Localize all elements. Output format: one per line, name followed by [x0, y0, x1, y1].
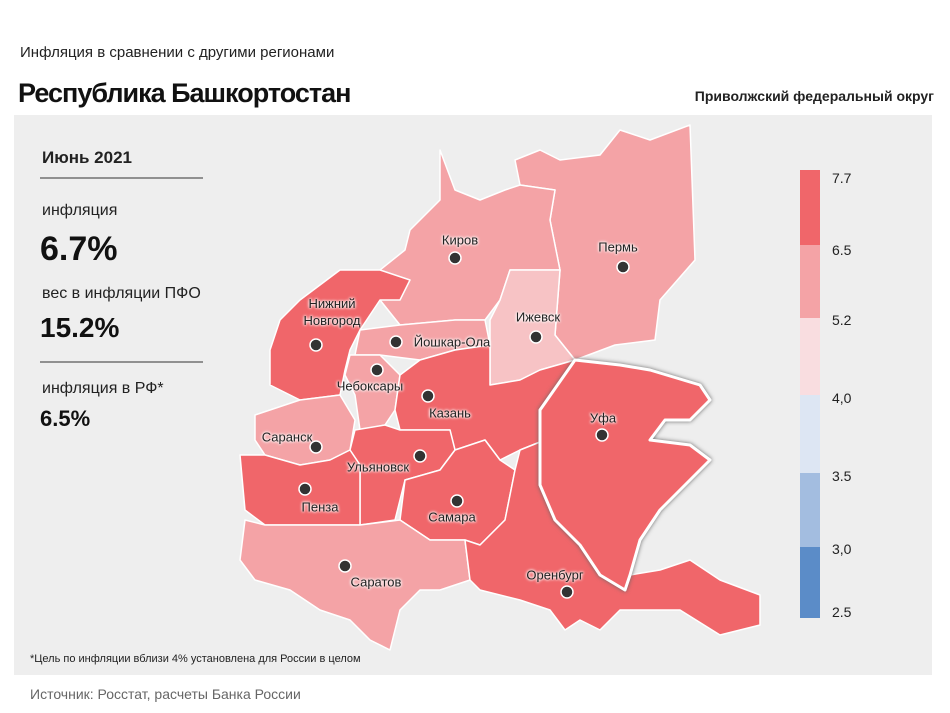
city-dot	[421, 389, 435, 403]
city-dot	[309, 440, 323, 454]
panel-label: вес в инфляции ПФО	[42, 285, 201, 302]
city-label: Ульяновск	[346, 459, 410, 475]
footnote: *Цель по инфляции вблизи 4% установлена …	[30, 653, 361, 665]
city-dot	[298, 482, 312, 496]
district: Приволжский федеральный округ	[694, 88, 934, 104]
city-label: Нижний Новгород	[303, 296, 361, 328]
city-dot	[616, 260, 630, 274]
city-label: Уфа	[589, 410, 617, 426]
legend-tick-label: 3.5	[832, 468, 852, 484]
city-dot	[389, 335, 403, 349]
region-nizhny	[269, 269, 411, 401]
legend-band	[800, 245, 820, 318]
legend-tick-label: 5.2	[832, 312, 852, 328]
city-dot	[338, 559, 352, 573]
legend-tick-label: 2.5	[832, 604, 852, 620]
panel-label: инфляция в РФ*	[42, 380, 164, 397]
panel-value: 6.7%	[40, 230, 118, 268]
legend-bands	[800, 170, 820, 618]
city-label: Оренбург	[526, 567, 584, 583]
city-label: Пенза	[301, 499, 339, 515]
legend-band	[800, 395, 820, 473]
city-label: Ижевск	[515, 309, 561, 325]
city-label: Саратов	[350, 574, 402, 590]
city-dot	[370, 363, 384, 377]
city-label: Казань	[429, 405, 471, 421]
city-label: Пермь	[598, 239, 638, 255]
city-dot	[448, 251, 462, 265]
panel-label: инфляция	[42, 202, 118, 219]
city-label: Саранск	[261, 429, 313, 445]
city-dot	[450, 494, 464, 508]
region-saratov	[239, 519, 471, 651]
city-label: Йошкар-Ола	[413, 334, 491, 350]
city-dot	[595, 428, 609, 442]
panel-value: 6.5%	[40, 406, 91, 431]
legend-tick-label: 4,0	[832, 390, 852, 406]
city-dot	[560, 585, 574, 599]
city-label: Чебоксары	[336, 378, 404, 394]
title: Республика Башкортостан	[18, 78, 351, 108]
legend-tick-label: 6.5	[832, 242, 852, 258]
legend-band	[800, 473, 820, 547]
legend-band	[800, 547, 820, 618]
legend-band	[800, 170, 820, 245]
city-dot	[413, 449, 427, 463]
city-label: Самара	[428, 509, 476, 525]
subtitle: Инфляция в сравнении с другими регионами	[20, 44, 335, 61]
city-dot	[529, 330, 543, 344]
panel-value: 15.2%	[40, 312, 120, 343]
city-label: Киров	[441, 232, 479, 248]
period: Июнь 2021	[42, 148, 132, 167]
legend-tick-label: 3,0	[832, 541, 852, 557]
legend-tick-label: 7.7	[832, 170, 852, 186]
region-bashkortostan	[538, 358, 712, 592]
city-dot	[309, 338, 323, 352]
legend-band	[800, 318, 820, 395]
source: Источник: Росстат, расчеты Банка России	[30, 686, 301, 702]
